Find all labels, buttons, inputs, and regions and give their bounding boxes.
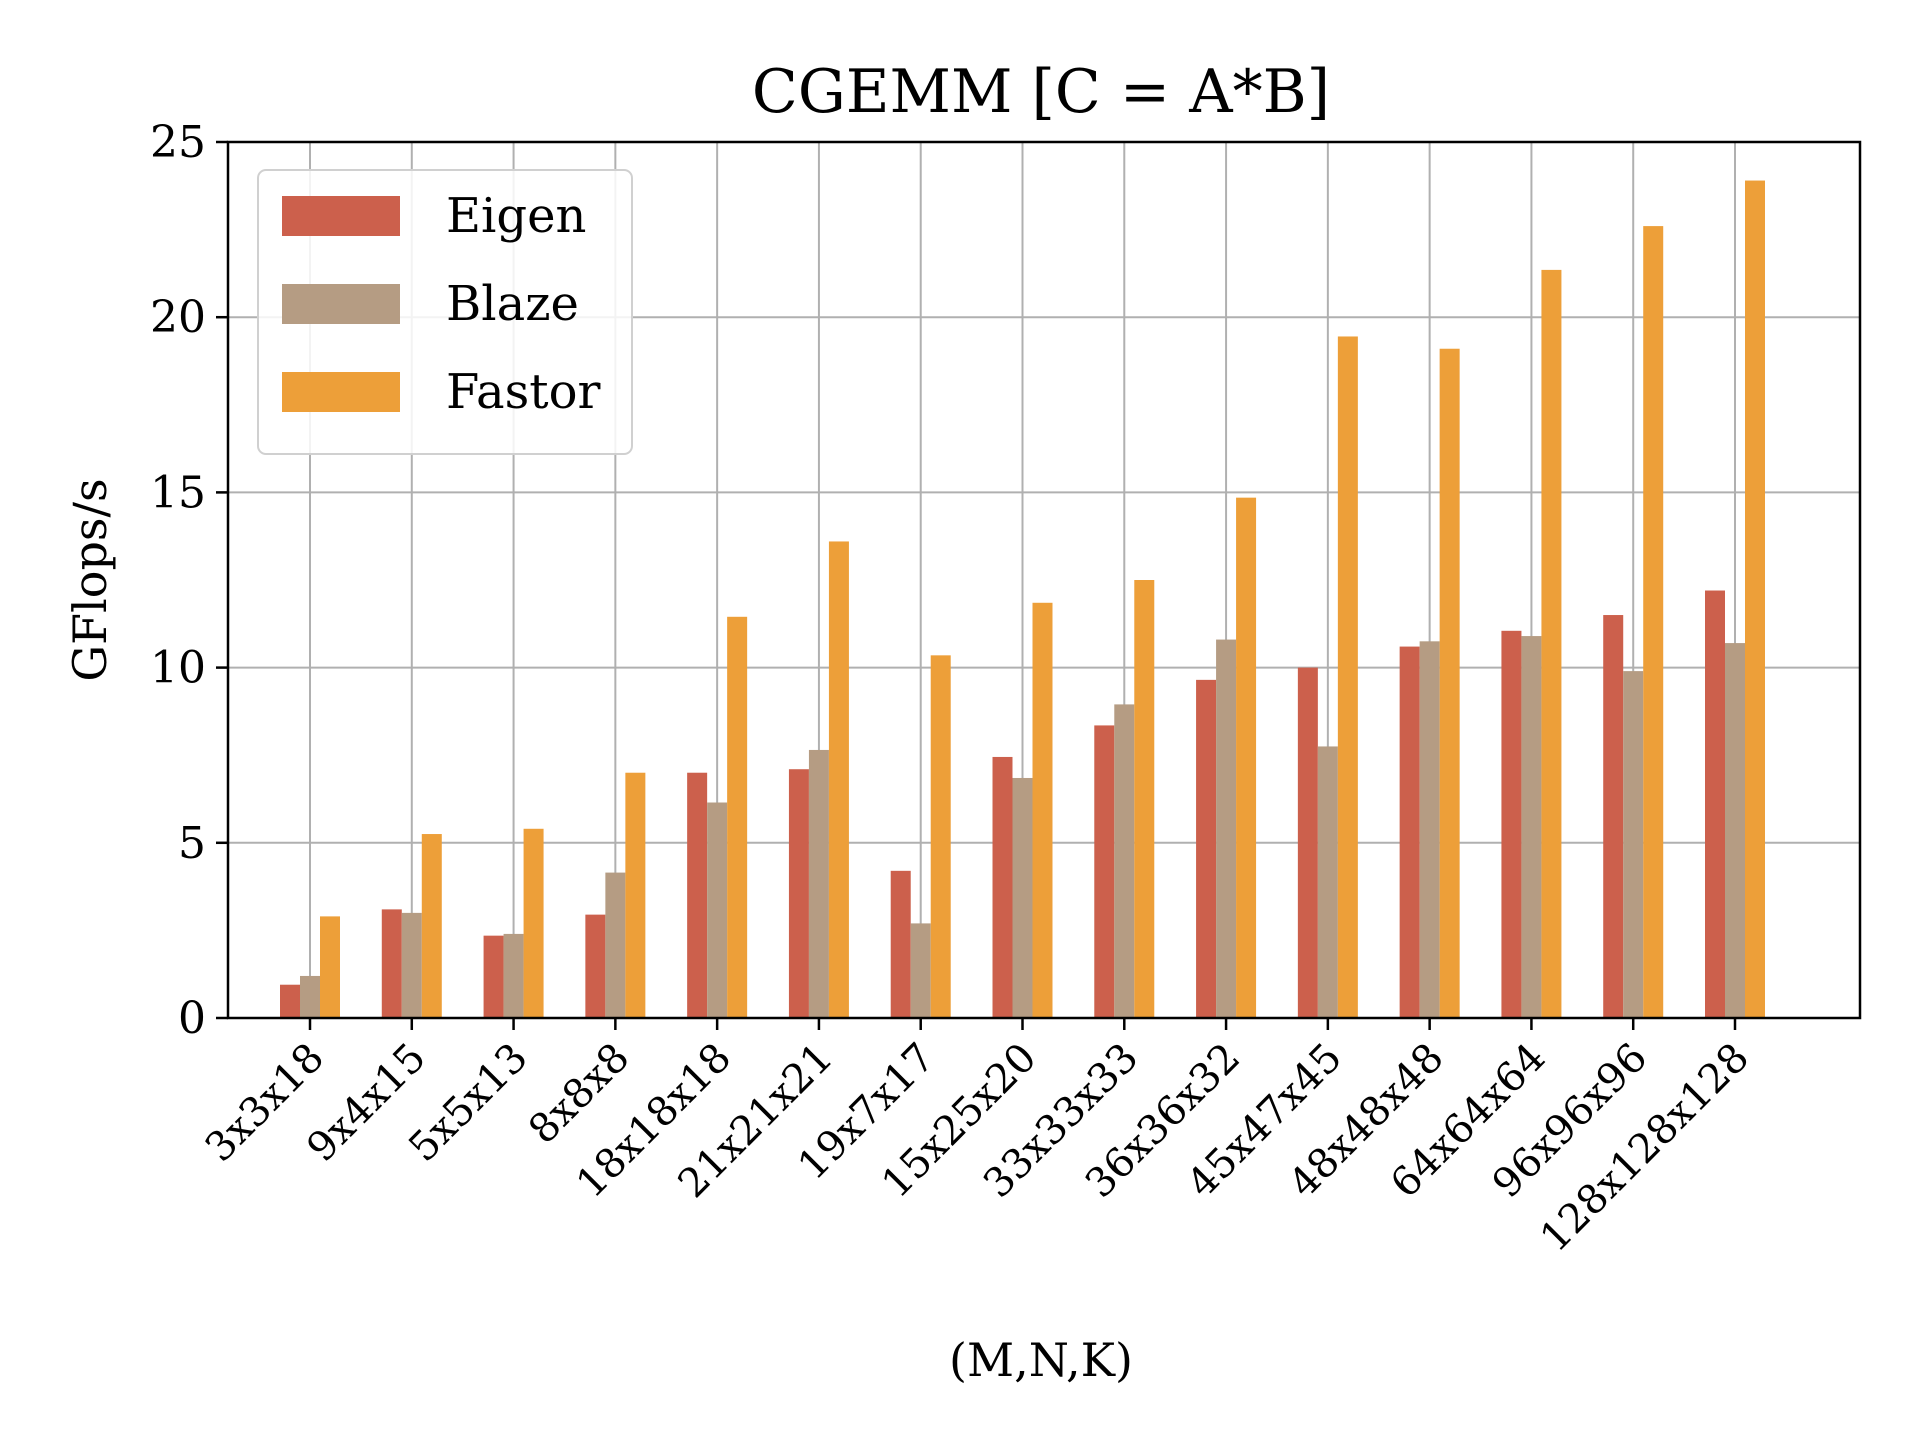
y-tick-label: 20 [150, 292, 206, 343]
chart-title: CGEMM [C = A*B] [752, 57, 1330, 127]
bar-eigen-18x18x18 [687, 772, 708, 1018]
bar-fastor-18x18x18 [727, 616, 748, 1018]
x-ticks: 3x3x189x4x155x5x138x8x818x18x1821x21x211… [197, 1018, 1758, 1261]
legend-swatch-blaze [282, 284, 400, 324]
bar-blaze-8x8x8 [605, 872, 626, 1018]
bar-blaze-96x96x96 [1623, 671, 1644, 1018]
bar-eigen-9x4x15 [381, 909, 402, 1018]
bar-blaze-36x36x32 [1216, 639, 1237, 1018]
bar-eigen-3x3x18 [280, 984, 300, 1018]
y-tick-label: 0 [178, 993, 206, 1044]
bar-blaze-128x128x128 [1725, 643, 1745, 1018]
bar-eigen-5x5x13 [483, 935, 504, 1018]
bar-fastor-5x5x13 [523, 828, 544, 1018]
bar-blaze-9x4x15 [401, 912, 422, 1018]
bar-fastor-96x96x96 [1643, 226, 1664, 1018]
bar-blaze-64x64x64 [1521, 636, 1542, 1018]
bar-eigen-8x8x8 [585, 914, 606, 1018]
bar-fastor-15x25x20 [1032, 602, 1053, 1018]
bar-eigen-21x21x21 [788, 769, 809, 1018]
bar-eigen-15x25x20 [992, 756, 1013, 1018]
bar-fastor-9x4x15 [421, 834, 442, 1018]
bar-blaze-48x48x48 [1419, 641, 1440, 1018]
legend-swatch-eigen [282, 196, 400, 236]
legend-label-fastor: Fastor [446, 364, 600, 420]
legend-label-eigen: Eigen [446, 188, 586, 244]
bar-eigen-33x33x33 [1094, 725, 1115, 1018]
bar-fastor-45x47x45 [1337, 336, 1358, 1018]
y-tick-label: 25 [150, 117, 206, 168]
bar-blaze-21x21x21 [808, 749, 829, 1018]
bar-blaze-15x25x20 [1012, 777, 1033, 1018]
bars [280, 180, 1765, 1019]
bar-eigen-45x47x45 [1297, 667, 1318, 1018]
y-tick-label: 10 [150, 643, 206, 694]
bar-fastor-3x3x18 [320, 916, 340, 1018]
legend-label-blaze: Blaze [446, 276, 579, 332]
legend-swatch-fastor [282, 372, 400, 412]
plot-frame [226, 140, 1862, 1020]
bar-blaze-5x5x13 [503, 933, 524, 1018]
bar-eigen-48x48x48 [1399, 646, 1420, 1018]
y-axis-label: GFlops/s [63, 478, 117, 681]
y-ticks: 0 5 10 15 20 25 [150, 117, 228, 1044]
bar-fastor-19x7x17 [930, 655, 951, 1018]
legend: Eigen Blaze Fastor [257, 169, 633, 455]
bar-fastor-21x21x21 [828, 541, 849, 1018]
bar-fastor-33x33x33 [1134, 580, 1155, 1018]
bar-blaze-45x47x45 [1317, 746, 1338, 1018]
bar-fastor-48x48x48 [1439, 348, 1460, 1019]
bar-blaze-19x7x17 [910, 923, 931, 1018]
y-tick-label: 15 [150, 467, 206, 518]
bar-eigen-19x7x17 [890, 870, 911, 1018]
bar-eigen-36x36x32 [1196, 679, 1217, 1018]
bar-fastor-128x128x128 [1745, 180, 1765, 1018]
bar-eigen-128x128x128 [1705, 590, 1725, 1018]
x-axis-label: (M,N,K) [949, 1333, 1133, 1387]
bar-blaze-18x18x18 [707, 802, 728, 1018]
bar-eigen-64x64x64 [1501, 630, 1522, 1018]
y-tick-label: 5 [178, 818, 206, 869]
bar-fastor-36x36x32 [1236, 497, 1257, 1018]
bar-blaze-3x3x18 [300, 975, 320, 1018]
bar-blaze-33x33x33 [1114, 704, 1135, 1018]
bar-fastor-8x8x8 [625, 772, 646, 1018]
bar-eigen-96x96x96 [1603, 615, 1624, 1018]
bar-fastor-64x64x64 [1541, 269, 1562, 1018]
